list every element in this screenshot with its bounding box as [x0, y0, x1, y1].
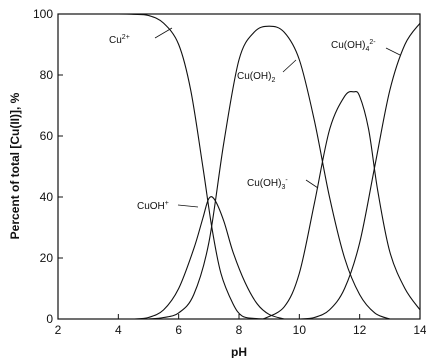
x-tick-label-8: 8 — [236, 323, 243, 337]
series-line-cuoh — [133, 196, 285, 320]
series-line-cu-oh-2 — [148, 25, 391, 320]
y-tick-label-80: 80 — [40, 68, 54, 82]
x-tick-label-4: 4 — [115, 323, 122, 337]
series-curves — [58, 13, 421, 320]
y-tick-label-60: 60 — [40, 129, 54, 143]
annotation-leader-cu-oh-3 — [305, 179, 319, 189]
y-tick-label-40: 40 — [40, 190, 54, 204]
x-tick-label-6: 6 — [175, 323, 182, 337]
axis-ticks: 2 4 6 8 10 12 14 0 20 40 60 80 100 — [33, 7, 426, 337]
x-tick-label-14: 14 — [413, 323, 426, 337]
annotation-leader-cu2 — [154, 27, 173, 39]
y-tick-label-100: 100 — [33, 7, 53, 21]
y-tick-label-20: 20 — [40, 251, 54, 265]
annotation-cu-oh-4-2: Cu(OH)42- — [331, 39, 376, 53]
x-tick-label-10: 10 — [293, 323, 307, 337]
series-line-cu2 — [58, 13, 270, 320]
annotation-leader-cu-oh-4-2 — [385, 47, 401, 56]
x-axis-title: pH — [231, 345, 247, 358]
annotation-leader-cuoh — [177, 204, 199, 208]
y-tick-label-0: 0 — [46, 312, 53, 326]
series-annotations: Cu2+ Cu(OH)2 Cu(OH)42- Cu(OH)3- CuOH+ — [109, 27, 401, 212]
series-line-cu-oh-4-2 — [299, 22, 421, 320]
y-axis-title: Percent of total [Cu(II)], % — [8, 92, 22, 239]
annotation-leader-cu-oh-2 — [282, 59, 297, 73]
annotation-cu-oh-2: Cu(OH)2 — [237, 71, 275, 84]
x-tick-label-2: 2 — [55, 323, 62, 337]
x-tick-label-12: 12 — [353, 323, 367, 337]
annotation-cu2: Cu2+ — [109, 34, 130, 46]
series-line-cu-oh-3 — [262, 91, 421, 320]
annotation-cu-oh-3: Cu(OH)3- — [247, 177, 288, 191]
annotation-cuoh: CuOH+ — [137, 200, 169, 212]
